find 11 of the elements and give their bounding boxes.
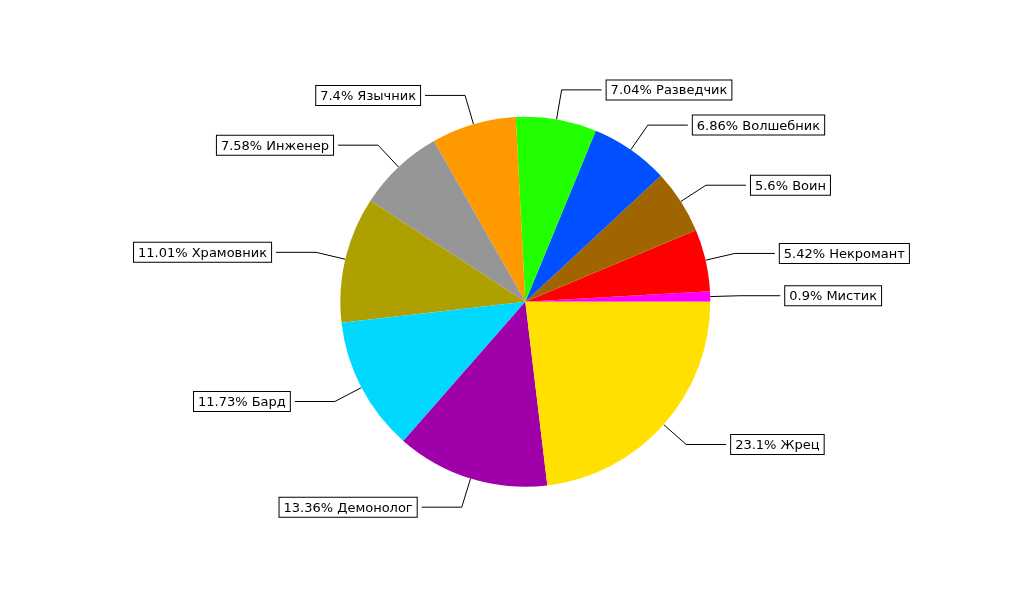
slice-label: 5.6% Воин [754, 177, 826, 193]
slice-label: 5.42% Некромант [783, 245, 906, 261]
slice-label: 7.58% Инженер [220, 137, 330, 153]
slice-label: 11.73% Бард [198, 394, 286, 410]
slice-label: 7.4% Язычник [320, 87, 417, 103]
slice-label: 13.36% Демонолог [283, 499, 413, 515]
slice-label: 11.01% Храмовник [138, 244, 268, 260]
slice-label: 6.86% Волшебник [696, 117, 821, 133]
slice-label: 0.9% Мистик [789, 288, 878, 304]
slice-label: 7.04% Разведчик [610, 82, 728, 98]
slice-label: 23.1% Жрец [735, 436, 820, 452]
